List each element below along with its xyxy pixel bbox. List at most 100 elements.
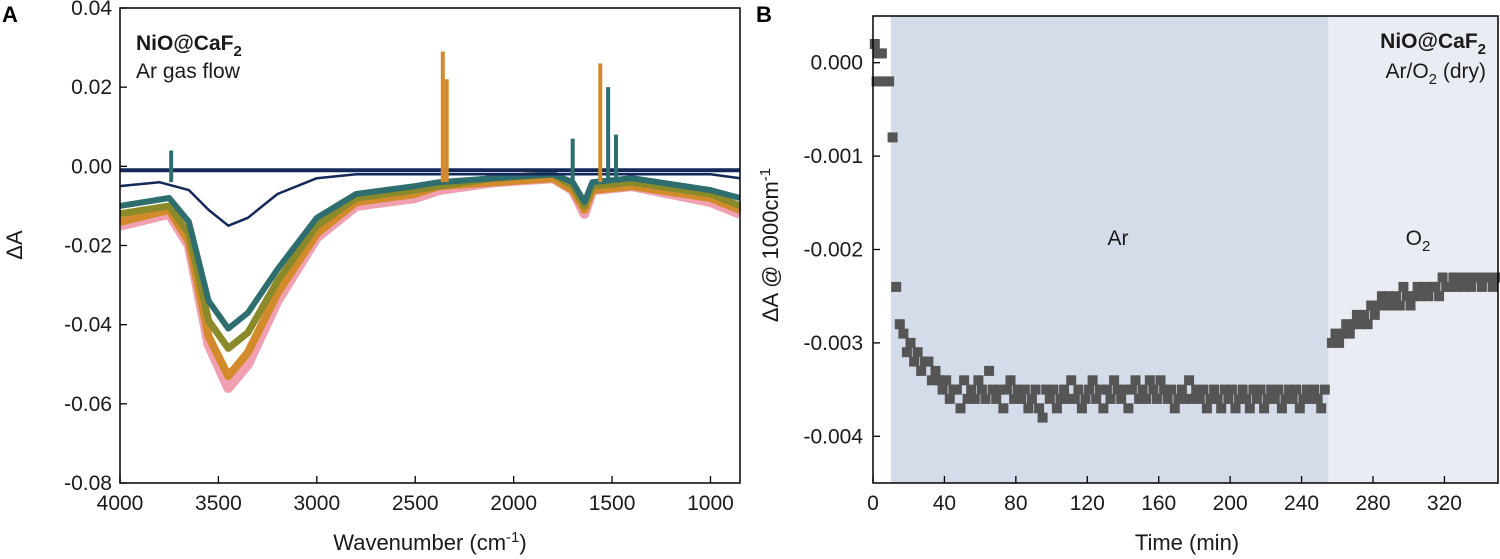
panel-b-data-point (1226, 384, 1237, 395)
panel-b-data-point (1391, 291, 1402, 302)
panel-b-x-tick-label: 160 (1141, 492, 1176, 515)
panel-b-x-axis-title: Time (min) (1135, 530, 1239, 555)
panel-a-x-tick-label: 1000 (687, 492, 734, 515)
panel-b-data-point (1448, 272, 1459, 283)
panel-b-data-point (1230, 403, 1241, 414)
panel-b-data-point (1187, 393, 1198, 404)
panel-b-data-point (1019, 384, 1030, 395)
panel-b-data-point (1319, 384, 1330, 395)
panel-b-data-point (894, 319, 905, 330)
panel-b-data-point (1262, 393, 1273, 404)
panel-a-x-tick-label: 2500 (392, 492, 439, 515)
panel-b-data-point (1016, 393, 1027, 404)
o2-region-band (1328, 16, 1498, 483)
panel-b-condition-label: Ar/O2 (dry) (1385, 60, 1486, 88)
panel-b-data-point (1116, 393, 1127, 404)
panel-b-data-point (1023, 403, 1034, 414)
panel-a-x-tick-label: 3000 (293, 492, 340, 515)
panel-b-data-point (1244, 403, 1255, 414)
panel-b-data-point (1298, 393, 1309, 404)
panel-b-data-point (1473, 272, 1484, 283)
panel-b-data-point (1234, 393, 1245, 404)
panel-b-data-point (1419, 281, 1430, 292)
panel-a-x-tick-label: 2000 (490, 492, 537, 515)
panel-b-data-point (1141, 393, 1152, 404)
panel-b-data-point (1462, 272, 1473, 283)
panel-a-series-group (118, 51, 742, 393)
panel-b-data-point (1326, 337, 1337, 348)
panel-b-data-point (878, 76, 889, 87)
panel-b-data-point (998, 403, 1009, 414)
panel-b-data-point (1205, 393, 1216, 404)
panel-b-data-point (1401, 291, 1412, 302)
panel-b-data-point (1123, 403, 1134, 414)
panel-b-data-point (1301, 384, 1312, 395)
panel-b-data-point (1341, 319, 1352, 330)
panel-b-data-point (1434, 291, 1445, 302)
panel-b-x-tick-label: 0 (867, 492, 879, 515)
panel-b-data-point (1126, 384, 1137, 395)
panel-b-data-point (966, 384, 977, 395)
panel-b-data-point (1384, 291, 1395, 302)
panel-b-letter: B (756, 2, 772, 27)
panel-b-data-point (1166, 384, 1177, 395)
panel-b-data-point (898, 328, 909, 339)
region-o2-label: O2 (1406, 227, 1431, 255)
panel-b-data-point (1176, 384, 1187, 395)
panel-a-y-tick-label: 0.04 (71, 0, 112, 20)
panel-b-data-point (901, 347, 912, 358)
panel-b-data-point (869, 39, 880, 49)
panel-a-series-line (118, 173, 742, 393)
panel-b-data-point (1151, 393, 1162, 404)
panel-b-data-point (973, 375, 984, 386)
panel-b-data-point (980, 393, 991, 404)
panel-b-data-point (1091, 393, 1102, 404)
panel-b-data-point (1487, 281, 1498, 292)
panel-b-data-point (1280, 393, 1291, 404)
panel-b-data-point (1069, 393, 1080, 404)
panel-b-data-point (1373, 300, 1384, 311)
panel-b-data-point (1337, 328, 1348, 339)
panel-b-data-point (1180, 393, 1191, 404)
panel-b-data-point (1484, 272, 1495, 283)
panel-b-data-point (1380, 300, 1391, 311)
panel-b-data-point (923, 356, 934, 367)
panel-b-y-axis-title: ΔA @ 1000cm-1 (757, 168, 783, 322)
panel-b-data-point (959, 375, 970, 386)
panel-b-data-point (1144, 375, 1155, 386)
panel-b-sample-label: NiO@CaF2 (1380, 30, 1486, 58)
panel-b-data-point (1237, 384, 1248, 395)
panel-b-data-point (969, 393, 980, 404)
panel-b-data-point (891, 281, 902, 292)
panel-a-x-tick-label: 1500 (589, 492, 636, 515)
panel-b-data-point (1223, 393, 1234, 404)
panel-b-data-point (1198, 384, 1209, 395)
panel-b-data-point (1173, 393, 1184, 404)
panel-b-data-point (930, 365, 941, 376)
panel-b-data-point (1026, 393, 1037, 404)
panel-a-condition-label: Ar gas flow (136, 60, 241, 83)
panel-b-data-point (962, 393, 973, 404)
panel-b-data-point (1005, 375, 1016, 386)
panel-b-data-point (916, 365, 927, 376)
panel-b-data-point (1437, 272, 1448, 283)
panel-a-y-tick-label: -0.04 (64, 314, 112, 337)
panel-b-data-point (1080, 393, 1091, 404)
panel-b-data-point (987, 384, 998, 395)
panel-b-data-point (912, 347, 923, 358)
panel-b-data-point (1148, 384, 1159, 395)
panel-b-data-point (1130, 375, 1141, 386)
panel-b-data-point (1366, 300, 1377, 311)
panel-b-data-point (994, 384, 1005, 395)
panel-b-data-point (1041, 384, 1052, 395)
panel-b-data-point (941, 375, 952, 386)
panel-b-y-tick-label: -0.002 (803, 239, 863, 262)
panel-b-data-point (1001, 384, 1012, 395)
panel-b-data-point (926, 375, 937, 386)
panel-b-data-point (1476, 281, 1487, 292)
panel-b-data-point (1466, 281, 1477, 292)
panel-b-data-point (1051, 403, 1062, 414)
panel-b-y-ticks: 0.000 -0.001 -0.002 -0.003 -0.004 (803, 52, 880, 448)
panel-b-data-point (1112, 384, 1123, 395)
panel-b-data-point (1430, 281, 1441, 292)
